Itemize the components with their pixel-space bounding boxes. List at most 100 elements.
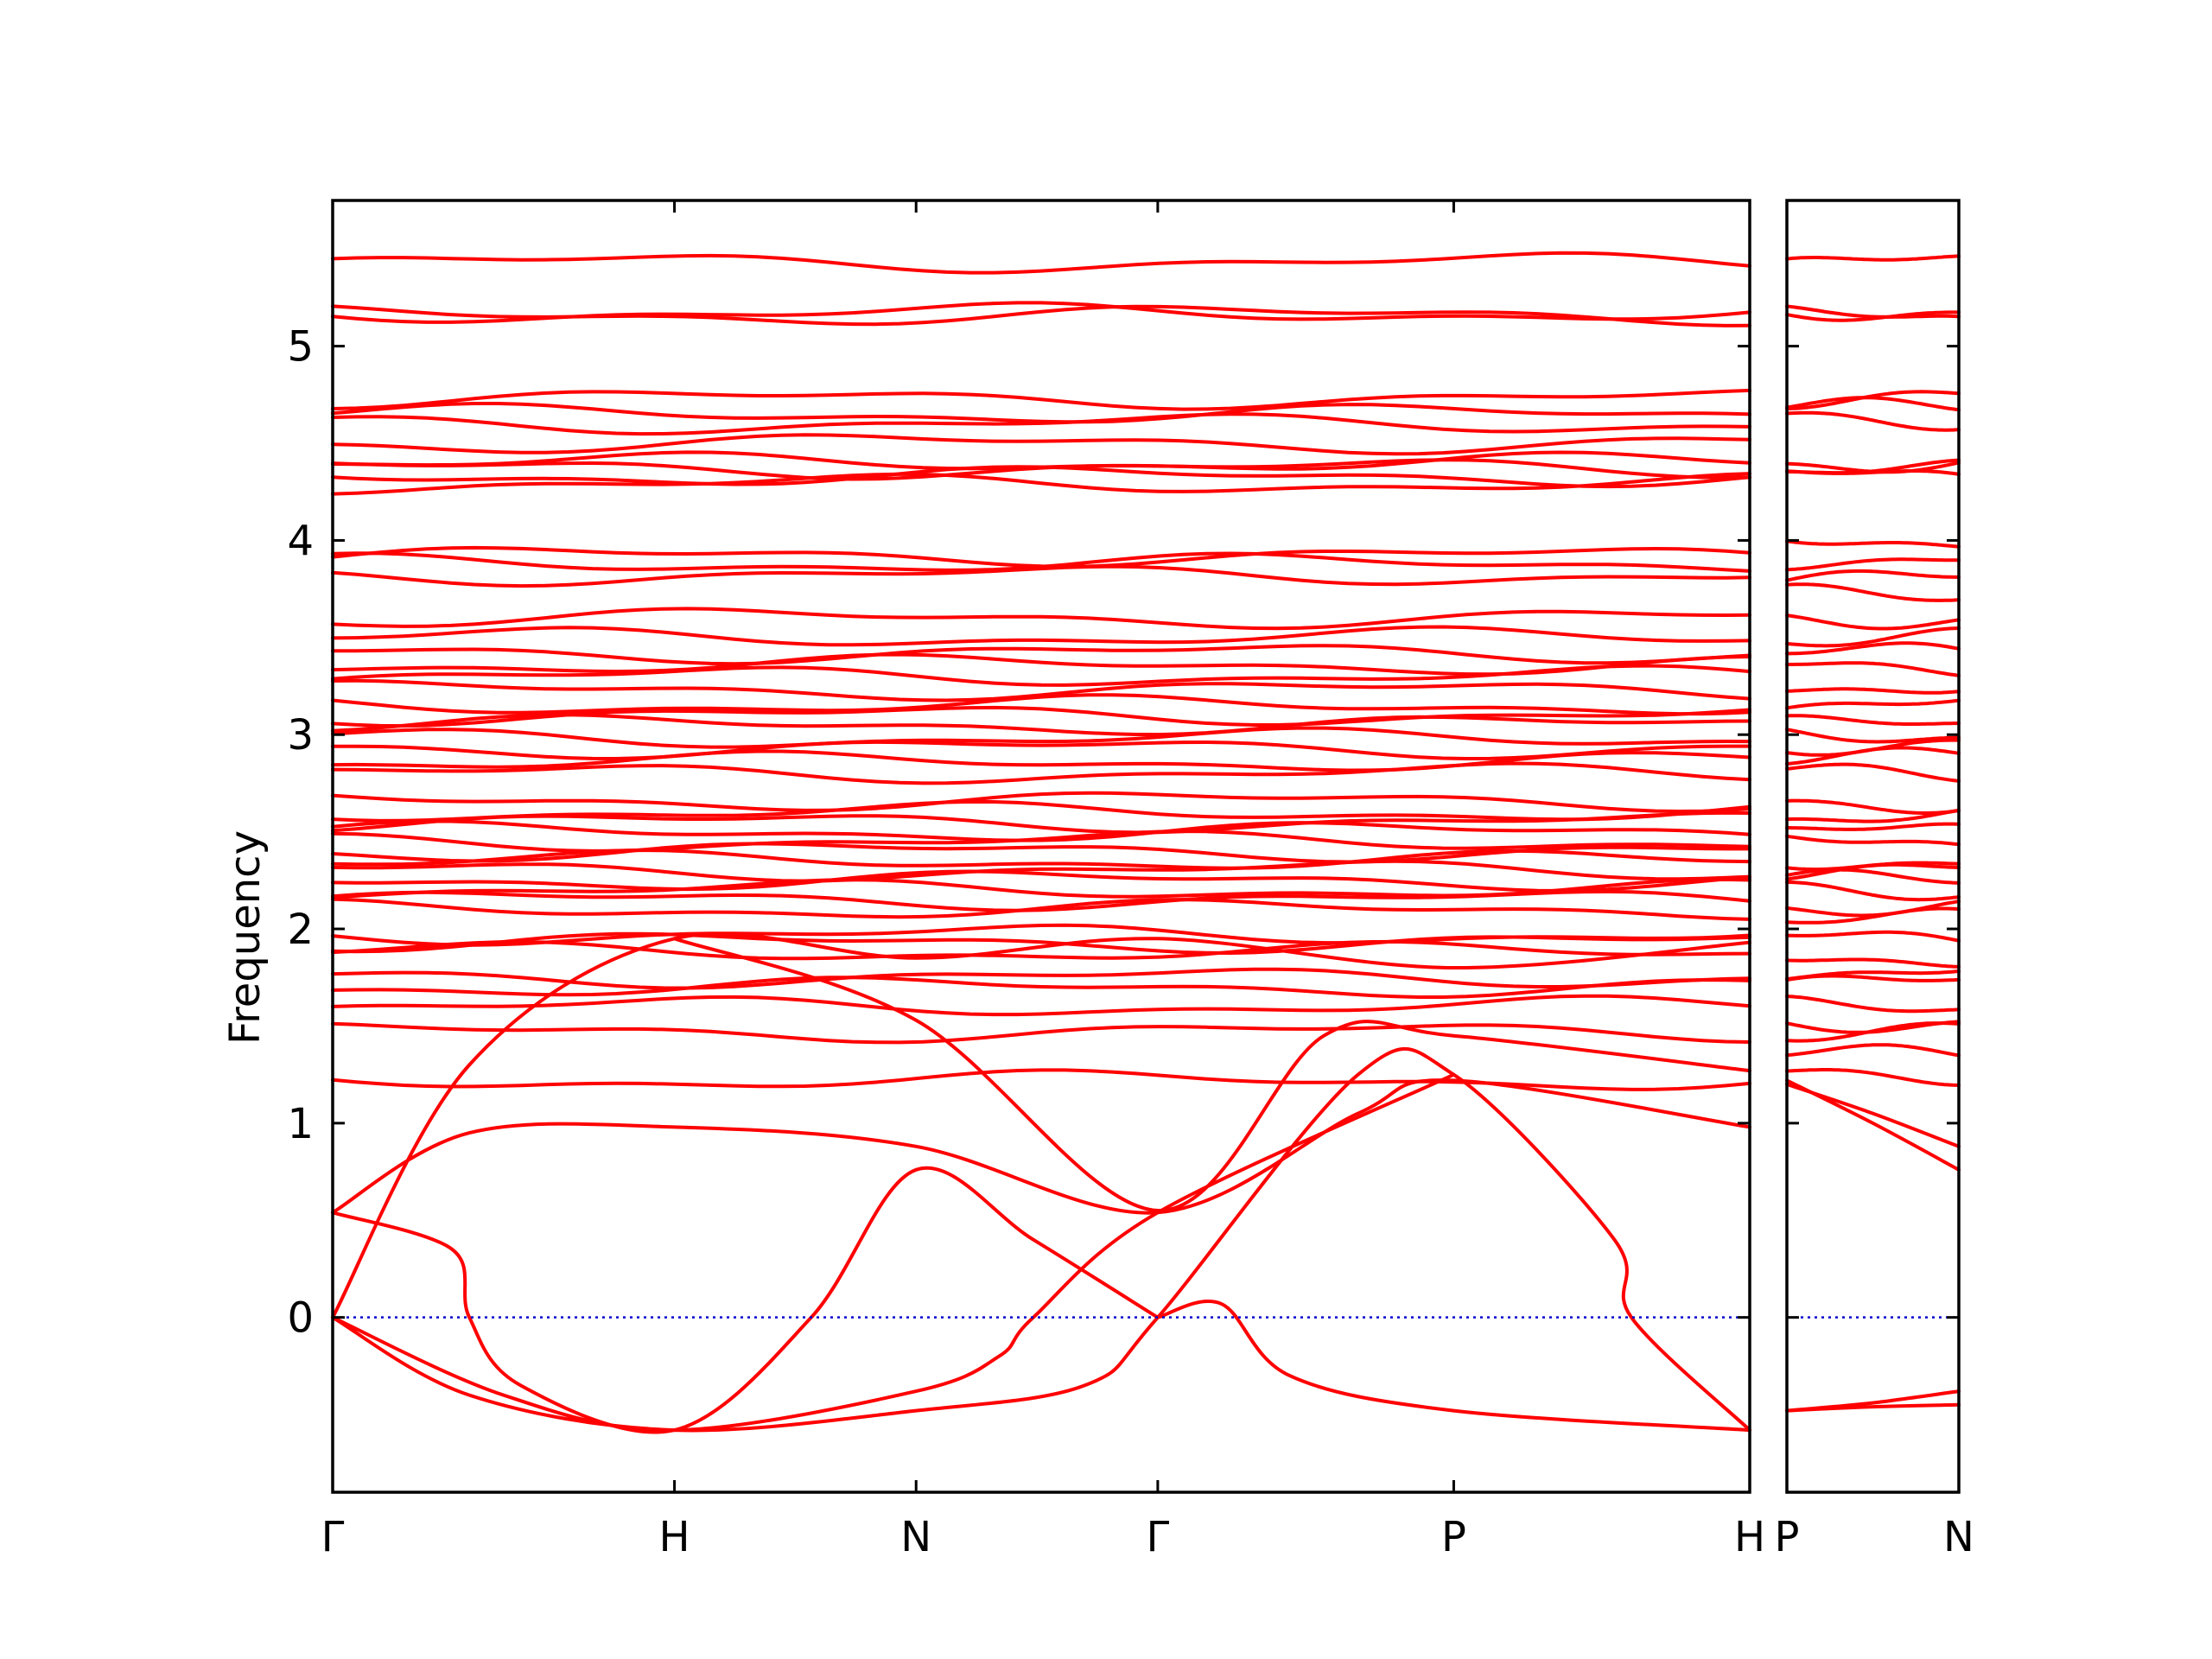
band-line	[331, 644, 1751, 666]
band-line	[1785, 641, 1961, 656]
band-line	[1785, 469, 1961, 476]
band-line	[331, 761, 1751, 785]
band-line	[1785, 304, 1961, 319]
band-line	[1785, 1043, 1961, 1058]
band-line	[1785, 834, 1961, 847]
x-tick-label: P	[1775, 1513, 1800, 1561]
band-line	[1785, 613, 1961, 631]
band-line	[1785, 698, 1961, 710]
band-line	[331, 625, 1751, 647]
x-tick-label: P	[1441, 1513, 1466, 1561]
plot-frame	[331, 199, 1751, 1494]
x-tick-label: H	[1734, 1513, 1765, 1561]
band-line	[1785, 862, 1961, 881]
band-line	[1785, 626, 1961, 648]
band-branch	[331, 1072, 1456, 1433]
band-branch	[331, 931, 1751, 1319]
x-tick-label: N	[1943, 1513, 1974, 1561]
band-line	[1785, 762, 1961, 783]
band-line	[1785, 798, 1961, 815]
band-line	[1785, 880, 1961, 902]
x-tick-label: N	[900, 1513, 931, 1561]
band-line	[331, 458, 1751, 481]
band-line	[1785, 1021, 1961, 1043]
y-tick-label: 1	[287, 1100, 314, 1148]
band-line	[331, 433, 1751, 456]
band-line	[1785, 822, 1961, 831]
band-line	[331, 976, 1751, 999]
band-line	[331, 931, 1751, 955]
band-line	[331, 749, 1751, 772]
band-line	[1785, 868, 1961, 885]
band-line	[1785, 396, 1961, 412]
band-line	[331, 301, 1751, 324]
band-line	[331, 465, 1751, 489]
band-line	[1785, 906, 1961, 925]
band-line	[331, 897, 1751, 921]
band-line	[331, 251, 1751, 275]
plot-frame	[1785, 199, 1961, 1494]
band-line	[1785, 390, 1961, 410]
band-line	[331, 607, 1751, 631]
band-line	[331, 889, 1751, 912]
band-line	[1785, 1068, 1961, 1087]
band-line	[331, 388, 1751, 411]
band-line	[331, 693, 1751, 716]
band-branch	[331, 1078, 1751, 1215]
band-branch	[1785, 1402, 1961, 1413]
band-line	[331, 1068, 1751, 1091]
band-line	[331, 713, 1751, 737]
band-line	[1785, 974, 1961, 982]
band-line	[331, 849, 1751, 870]
band-line	[331, 1021, 1751, 1045]
y-tick-label: 2	[287, 906, 314, 954]
band-line	[1785, 569, 1961, 582]
band-line	[1785, 254, 1961, 262]
y-axis-label: Frequency	[221, 830, 270, 1045]
band-line	[1785, 310, 1961, 322]
band-line	[1785, 661, 1961, 677]
band-branch	[1155, 1299, 1751, 1433]
band-line	[331, 799, 1751, 823]
band-line	[331, 472, 1751, 496]
y-tick-label: 5	[287, 323, 314, 372]
band-line	[1785, 539, 1961, 549]
band-line	[1785, 410, 1961, 432]
panel-main: 0 1 2 3 4 5 Γ H N Γ P H	[287, 199, 1765, 1561]
band-branch	[1785, 1082, 1961, 1148]
band-line	[1785, 687, 1961, 695]
x-tick-label: Γ	[321, 1513, 345, 1561]
band-line	[331, 830, 1751, 853]
band-line	[1785, 808, 1961, 823]
band-line	[1785, 746, 1961, 766]
band-line	[1785, 728, 1961, 744]
band-line	[331, 939, 1751, 961]
band-line	[331, 869, 1751, 893]
band-line	[331, 810, 1751, 835]
band-line	[331, 994, 1751, 1017]
band-line	[1785, 995, 1961, 1014]
x-tick-label: Γ	[1147, 1513, 1170, 1561]
band-line	[1785, 930, 1961, 943]
band-line	[331, 791, 1751, 813]
band-line	[1785, 957, 1961, 969]
band-line	[331, 551, 1751, 573]
band-branch	[331, 1046, 1751, 1433]
y-tick-label: 0	[287, 1294, 314, 1343]
band-line	[331, 726, 1751, 749]
band-line	[331, 859, 1751, 883]
band-line	[331, 564, 1751, 588]
band-line	[331, 402, 1751, 424]
band-line	[1785, 582, 1961, 602]
band-branch	[331, 1166, 1160, 1434]
band-line	[331, 412, 1751, 436]
band-line	[331, 740, 1751, 760]
band-line	[331, 664, 1751, 687]
y-tick-label: 3	[287, 711, 314, 760]
band-line	[1785, 557, 1961, 572]
band-line	[331, 678, 1751, 702]
band-line	[331, 705, 1751, 728]
x-tick-label: H	[659, 1513, 690, 1561]
